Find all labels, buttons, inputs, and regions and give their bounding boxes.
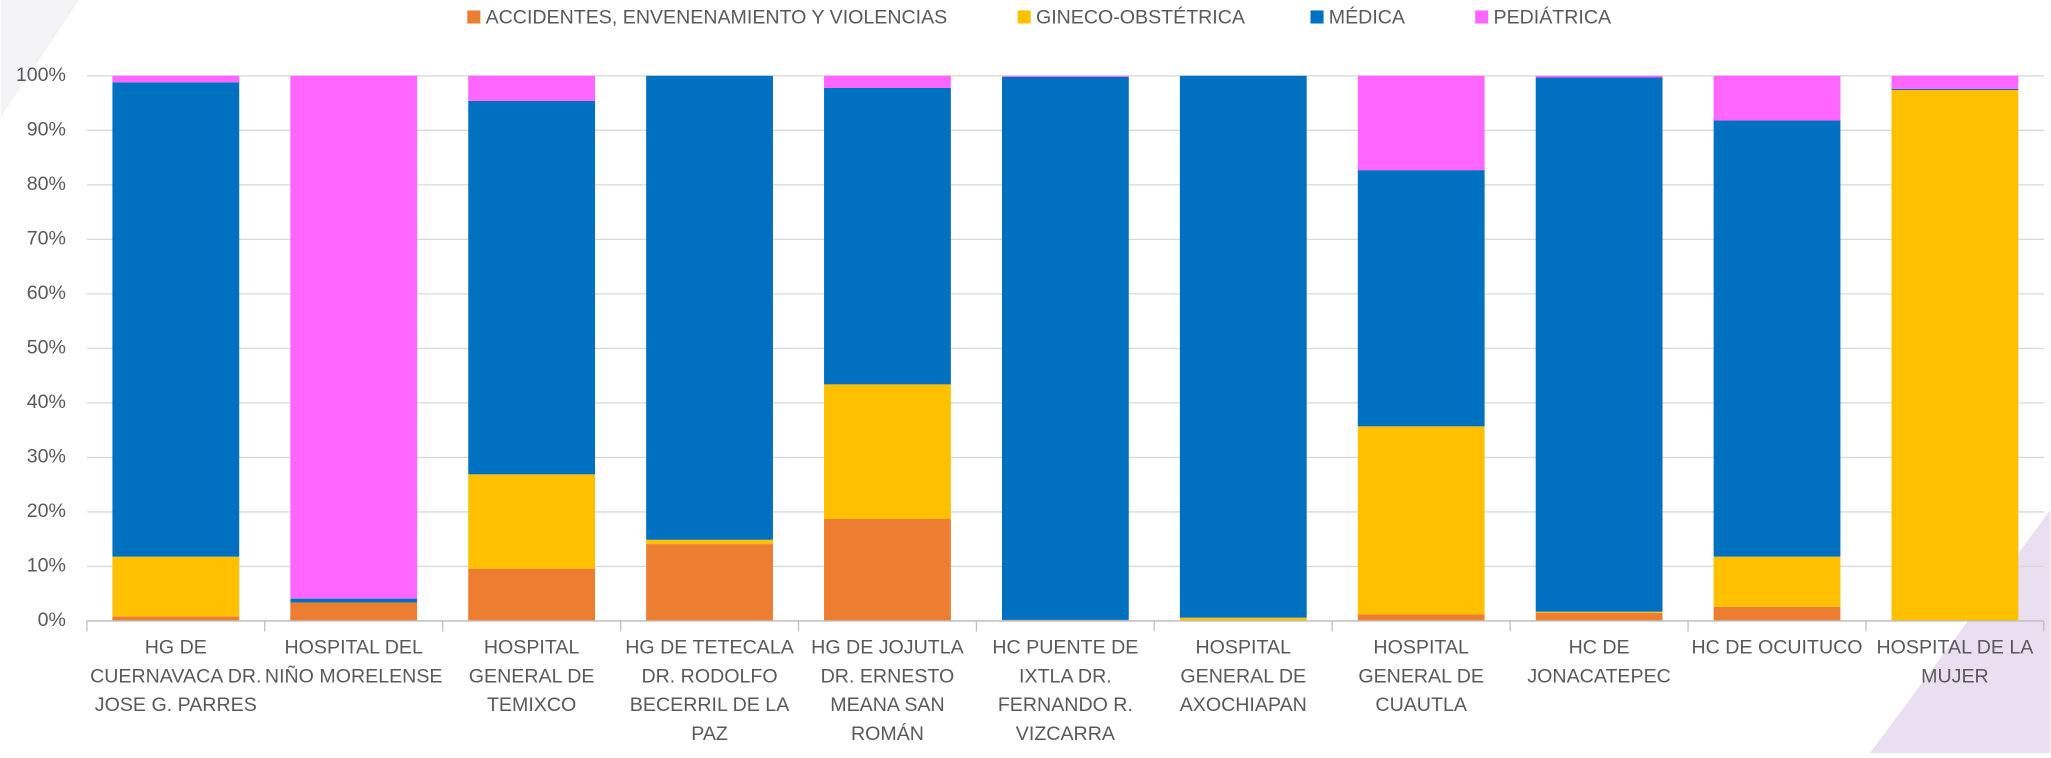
bar-segment [1357, 170, 1485, 427]
x-tick-label: HC PUENTE DE IXTLA DR. FERNANDO R. VIZCA… [992, 636, 1139, 746]
y-tick-label: 40% [27, 391, 66, 413]
x-tick-label: HG DE CUERNAVACA DR. JOSE G. PARRES [90, 636, 262, 717]
bar-segment [646, 544, 773, 621]
y-tick-label: 90% [27, 119, 66, 141]
x-tick-label: HG DE TETECALA DR. RODOLFO BECERRIL DE L… [625, 636, 794, 746]
bar-segment [1535, 77, 1663, 612]
background-shape [0, 0, 80, 118]
x-label-box: HG DE CUERNAVACA DR. JOSE G. PARRES [90, 636, 262, 717]
x-label-box: HOSPITAL DE LA MUJER [1876, 636, 2034, 688]
bar-segment [1713, 606, 1841, 621]
bar-segment [824, 384, 951, 520]
legend-label: GINECO-OBSTÉTRICA [1036, 5, 1246, 28]
legend-label: ACCIDENTES, ENVENENAMIENTO Y VIOLENCIAS [486, 6, 948, 28]
bar-segment [1713, 556, 1841, 607]
bar-segment [1179, 617, 1307, 621]
y-tick-label: 60% [27, 282, 66, 304]
x-label-box: HOSPITAL GENERAL DE AXOCHIAPAN [1179, 636, 1307, 717]
legend-label: PEDIÁTRICA [1494, 5, 1613, 28]
legend-swatch [1017, 10, 1031, 24]
y-tick-label: 10% [27, 555, 66, 577]
y-tick-label: 50% [27, 337, 66, 359]
bar-segment [468, 568, 596, 621]
y-tick-label: 20% [27, 500, 66, 522]
bar-segment [1535, 612, 1663, 621]
bar-segment [112, 616, 240, 621]
bar-segment [1891, 75, 2019, 89]
bar-segment [1535, 611, 1663, 613]
bar-segment [1179, 75, 1307, 618]
bar-segment [290, 598, 418, 603]
legend-label: MÉDICA [1329, 5, 1406, 28]
x-tick-label: HOSPITAL DEL NIÑO MORELENSE [264, 636, 443, 688]
x-label-box: HG DE JOJUTLA DR. ERNESTO MEANA SAN ROMÁ… [811, 636, 964, 746]
bar-segment [468, 100, 596, 475]
bar-segment [1535, 75, 1663, 78]
y-tick-label: 0% [38, 609, 66, 631]
legend-swatch [1310, 10, 1324, 24]
bar-segment [290, 602, 418, 621]
bar-segment [112, 556, 240, 617]
bar-segment [1891, 88, 2019, 90]
x-tick-label: HOSPITAL GENERAL DE AXOCHIAPAN [1179, 636, 1307, 717]
y-tick-label: 100% [16, 64, 66, 86]
x-tick-label: HC DE OCUITUCO [1691, 636, 1863, 659]
bar-segment [112, 75, 240, 83]
bar-segment [1357, 614, 1485, 621]
bar-segment [646, 75, 773, 540]
bar-segment [1713, 75, 1841, 121]
bar-segment [1357, 75, 1485, 171]
x-label-box: HC DE OCUITUCO [1691, 636, 1863, 659]
x-label-box: HOSPITAL DEL NIÑO MORELENSE [264, 636, 443, 688]
legend-swatch [1475, 10, 1489, 24]
y-tick-label: 70% [27, 228, 66, 250]
bar-segment [1357, 426, 1485, 615]
bar-segment [290, 75, 418, 599]
x-label-box: HC DE JONACATEPEC [1527, 636, 1671, 688]
y-tick-label: 30% [27, 446, 66, 468]
bar-segment [824, 87, 951, 385]
x-tick-label: HOSPITAL GENERAL DE TEMIXCO [468, 636, 595, 717]
x-label-box: HOSPITAL GENERAL DE TEMIXCO [468, 636, 595, 717]
bar-segment [1001, 76, 1129, 620]
legend-swatch [467, 10, 481, 24]
bar-segment [468, 75, 596, 101]
x-tick-label: HG DE JOJUTLA DR. ERNESTO MEANA SAN ROMÁ… [811, 636, 964, 746]
bar-segment [468, 474, 596, 569]
x-label-box: HOSPITAL GENERAL DE CUAUTLA [1358, 636, 1485, 717]
x-label-box: HC PUENTE DE IXTLA DR. FERNANDO R. VIZCA… [992, 636, 1139, 746]
x-tick-label: HOSPITAL GENERAL DE CUAUTLA [1358, 636, 1485, 717]
bar-segment [1713, 120, 1841, 557]
y-tick-label: 80% [27, 173, 66, 195]
bar-segment [112, 82, 240, 557]
bar-segment [824, 519, 951, 621]
x-tick-label: HC DE JONACATEPEC [1527, 636, 1671, 688]
bar-segment [646, 539, 773, 545]
bar-segment [824, 75, 951, 88]
x-tick-label: HOSPITAL DE LA MUJER [1876, 636, 2034, 688]
bar-segment [1891, 89, 2019, 621]
x-label-box: HG DE TETECALA DR. RODOLFO BECERRIL DE L… [625, 636, 794, 746]
bar-segment [1001, 75, 1129, 77]
